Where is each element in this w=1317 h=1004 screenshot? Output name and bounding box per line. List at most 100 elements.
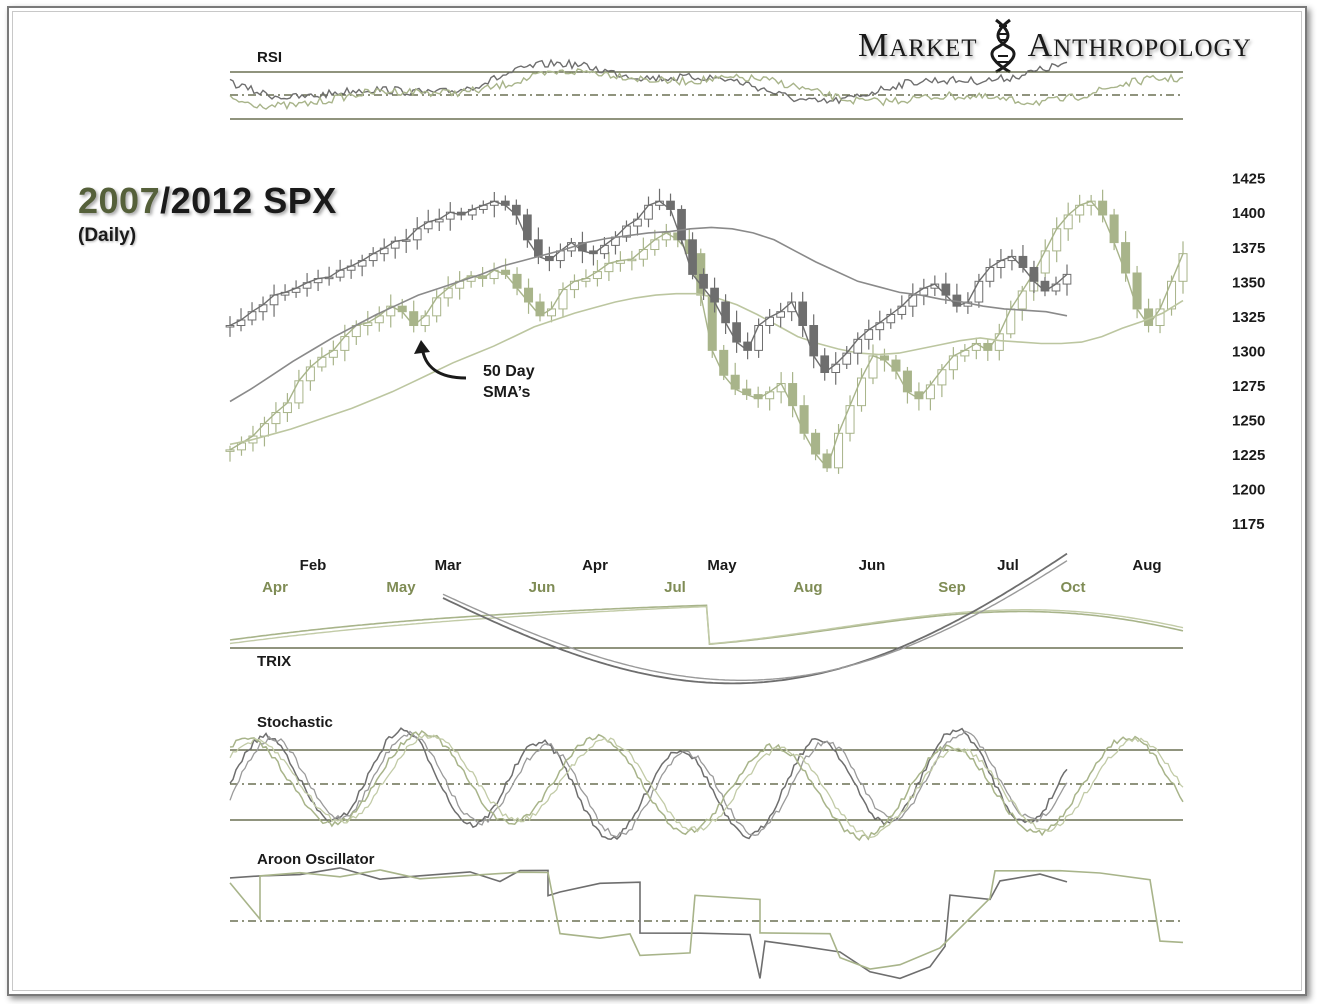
stochastic-2012-d-line	[229, 730, 1068, 838]
price-tick-label: 1175	[1232, 516, 1265, 533]
price-candle	[719, 349, 729, 376]
price-tick-label: 1200	[1232, 482, 1265, 499]
month-label-2012: Feb	[300, 557, 327, 574]
price-candle	[699, 273, 708, 289]
month-label-2007: Jul	[664, 579, 686, 596]
month-label-2012: Apr	[582, 557, 608, 574]
dna-helix-icon	[990, 18, 1016, 74]
price-candle	[853, 338, 863, 354]
month-label-2012: Mar	[435, 557, 462, 574]
price-tick-label: 1250	[1232, 412, 1265, 429]
price-candle	[948, 355, 958, 371]
annotation-line-2: SMA’s	[483, 384, 531, 401]
price-candle	[305, 366, 315, 382]
price-candle	[1017, 290, 1027, 310]
price-candle	[1029, 266, 1039, 282]
price-candle	[1052, 228, 1062, 252]
price-candle	[443, 287, 453, 299]
trix-2007-signal-line	[229, 605, 1184, 645]
price-candle	[925, 384, 935, 400]
month-label-2012: Jul	[997, 557, 1019, 574]
stochastic-2012-k-line	[229, 727, 1068, 840]
month-label-2012: Jun	[859, 557, 886, 574]
price-candle	[1075, 204, 1085, 216]
price-candle	[523, 214, 532, 241]
series-2007-price	[225, 189, 1188, 474]
title-rest: 2012 SPX	[170, 180, 337, 221]
trix-label: TRIX	[257, 653, 291, 670]
sma50-2007-line	[229, 292, 1184, 446]
price-candle	[317, 356, 327, 368]
trix-2007-line	[229, 604, 1184, 645]
price-candle	[908, 294, 918, 307]
price-candle	[811, 432, 821, 455]
series-2012-price	[225, 188, 1072, 385]
price-candle	[432, 297, 442, 317]
stochastic-2007-k-line	[229, 729, 1184, 842]
price-candle	[732, 322, 741, 343]
price-candle	[845, 405, 855, 434]
series-2012-close-line	[229, 200, 1068, 374]
month-label-2012: Aug	[1132, 557, 1161, 574]
brand-word-1: MARKET	[858, 27, 978, 64]
price-tick-label: 1275	[1232, 378, 1265, 395]
price-tick-label: 1325	[1232, 309, 1265, 326]
price-candle	[1155, 308, 1165, 327]
month-label-2007: Sep	[938, 579, 966, 596]
price-candle	[1018, 255, 1028, 268]
price-candle	[225, 449, 235, 452]
price-candle	[941, 283, 951, 296]
price-candle	[524, 287, 534, 303]
brand-logo: MARKET ANTHROPOLOGY	[858, 18, 1252, 74]
price-candle	[891, 359, 901, 372]
price-candle	[985, 266, 995, 282]
stochastic-2007-d-line	[229, 733, 1184, 839]
price-candle	[558, 289, 568, 310]
price-candle	[1062, 273, 1072, 285]
price-candle	[412, 228, 422, 241]
price-candle	[1121, 242, 1131, 274]
price-candle	[1063, 214, 1073, 230]
chart-title: 2007/2012 SPX	[78, 180, 337, 222]
price-candle	[937, 369, 947, 386]
price-candle	[856, 377, 867, 407]
price-candle	[225, 325, 235, 328]
price-candle	[1040, 250, 1050, 274]
price-candle	[294, 380, 304, 404]
title-year-2007: 2007	[78, 180, 161, 221]
price-candle	[798, 301, 808, 327]
price-candle	[902, 370, 912, 393]
month-label-2007: Aug	[793, 579, 822, 596]
price-tick-label: 1400	[1232, 205, 1265, 222]
chart-frame-inner	[12, 11, 1302, 991]
aroon-2012-line	[229, 867, 1068, 980]
price-candle	[710, 287, 719, 303]
price-candle	[688, 239, 697, 275]
price-candle	[864, 329, 874, 340]
price-candle	[788, 383, 798, 407]
price-candle	[1006, 308, 1016, 335]
price-tick-label: 1375	[1232, 240, 1265, 257]
price-candle	[644, 204, 653, 220]
month-label-2007: Oct	[1060, 579, 1085, 596]
price-tick-label: 1425	[1232, 171, 1265, 188]
price-candle	[1178, 253, 1188, 282]
brand-word-2: ANTHROPOLOGY	[1027, 27, 1252, 64]
month-label-2007: Jun	[529, 579, 556, 596]
price-candle	[868, 355, 878, 379]
chart-frame	[7, 6, 1307, 996]
price-candle	[269, 294, 279, 306]
annotation-line-1: 50 Day	[483, 363, 535, 380]
aroon-2007-line	[229, 869, 1184, 970]
series-2007-close-line	[229, 200, 1184, 470]
aroon-label: Aroon Oscillator	[257, 851, 375, 868]
rsi-2007-line	[229, 68, 1184, 111]
price-tick-label: 1300	[1232, 343, 1265, 360]
price-candle	[974, 280, 984, 303]
price-candle	[677, 208, 686, 241]
price-tick-label: 1225	[1232, 447, 1265, 464]
curved-arrow-head-icon	[414, 340, 430, 354]
price-candle	[512, 273, 522, 289]
price-candle	[1109, 214, 1119, 244]
price-candle	[534, 239, 543, 257]
